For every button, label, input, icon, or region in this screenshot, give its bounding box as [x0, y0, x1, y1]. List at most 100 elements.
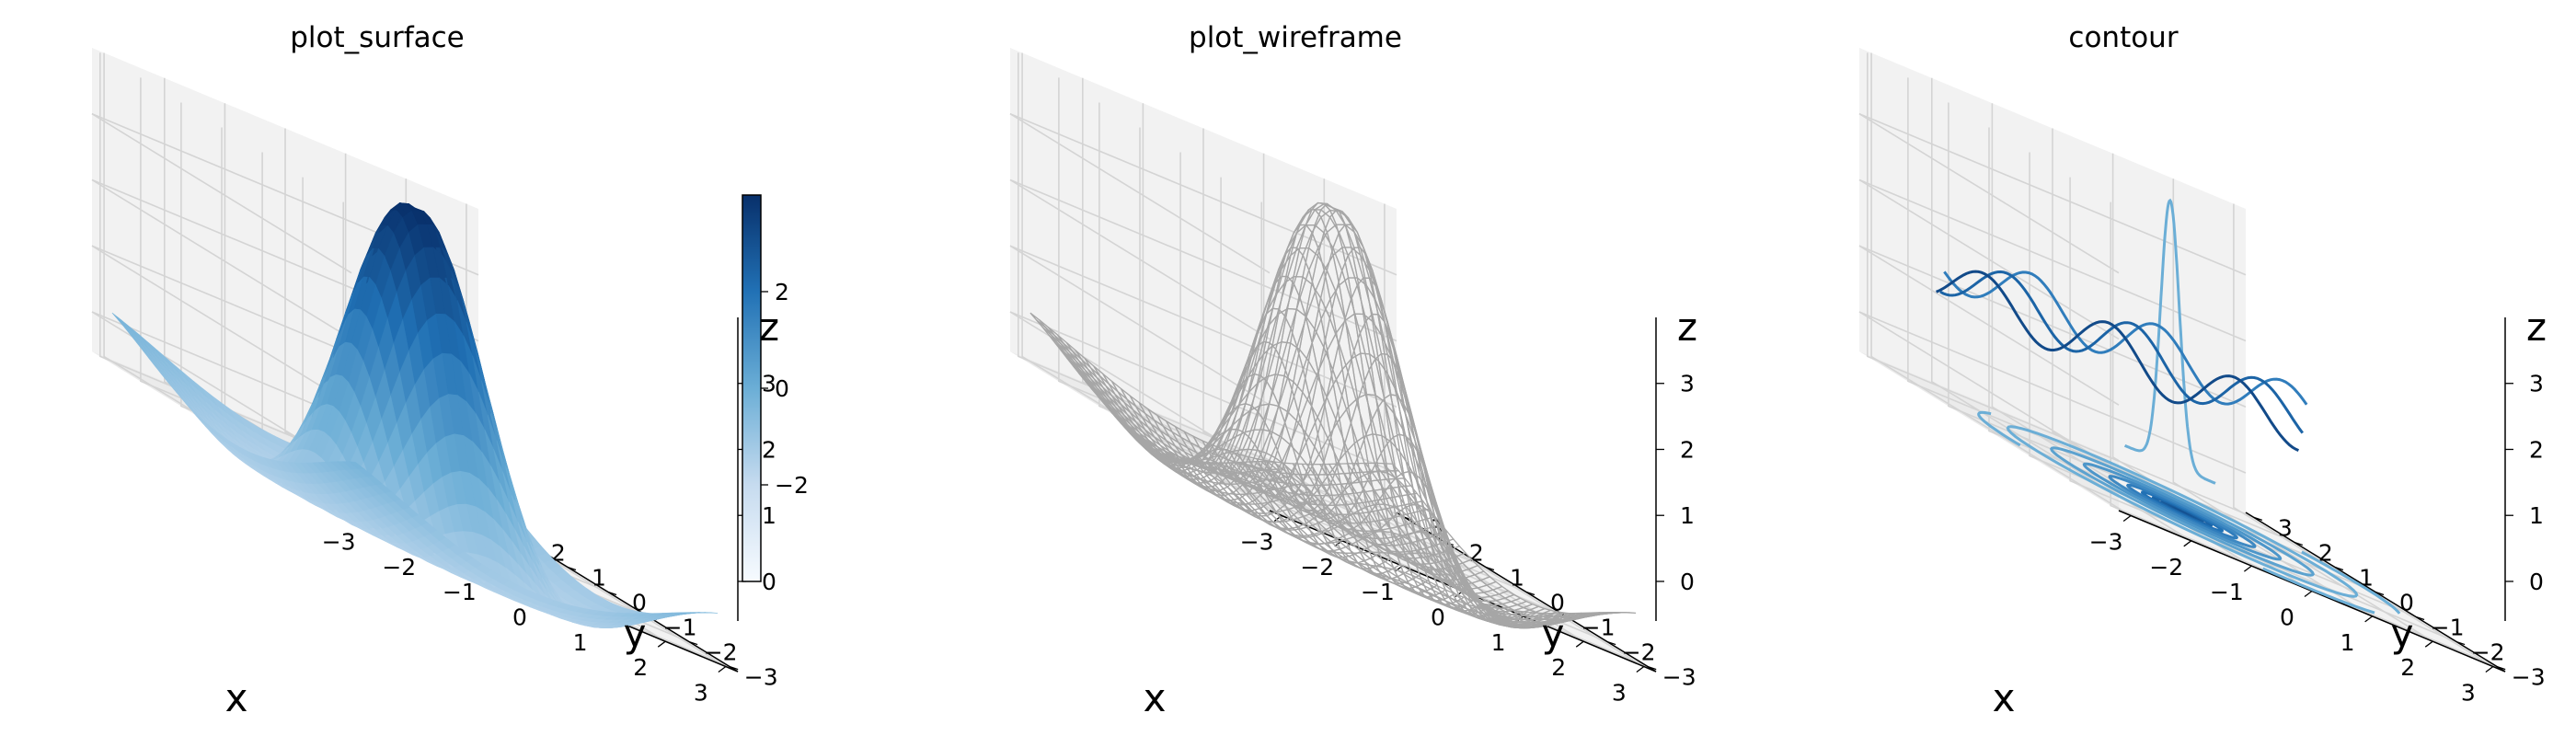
- y-tick-label: 3: [2278, 514, 2293, 541]
- x-tick-label: −1: [2210, 579, 2244, 605]
- z-axis-label: z: [759, 305, 779, 350]
- y-tick-label: −1: [2431, 615, 2465, 641]
- grid-line: [1858, 112, 2247, 276]
- x-tick-label: −1: [1361, 579, 1395, 605]
- floor-contour: [2006, 425, 2359, 598]
- y-tick: [1647, 665, 1657, 671]
- floor-contour: [1977, 410, 2021, 447]
- x-tick-label: −3: [1240, 528, 1274, 555]
- floor-contour: [2049, 446, 2316, 577]
- y-tick-label: −1: [1581, 615, 1616, 641]
- surface-facet: [702, 612, 719, 614]
- z-tick-label: 0: [1680, 569, 1695, 595]
- y-tick-label: 2: [2318, 539, 2333, 566]
- panel-title: plot_surface: [290, 21, 464, 54]
- x-tick-label: −2: [2149, 554, 2183, 581]
- y-tick-label: −3: [2512, 664, 2546, 691]
- floor-contour: [2262, 567, 2375, 615]
- y-tick: [2253, 516, 2263, 522]
- x-tick-label: 3: [694, 680, 708, 707]
- grid-line: [1009, 112, 1397, 276]
- x-tick-label: 0: [2280, 604, 2294, 631]
- y-tick: [729, 665, 739, 671]
- y-tick-label: −3: [1662, 664, 1696, 691]
- floor-contour: [2108, 475, 2257, 548]
- colorbar-tick-label: 0: [775, 375, 789, 402]
- grid-line: [91, 178, 479, 342]
- x-tick-label: −1: [443, 579, 477, 605]
- floor-contour: [2082, 462, 2283, 561]
- y-tick: [688, 640, 698, 646]
- x-tick-label: 2: [1551, 654, 1566, 681]
- side-contour: [2123, 198, 2216, 485]
- y-tick-label: −3: [744, 664, 778, 691]
- x-tick-label: 2: [633, 654, 648, 681]
- x-axis-label: x: [1144, 675, 1167, 720]
- grid-line: [1867, 52, 2255, 519]
- y-tick: [1485, 566, 1495, 571]
- x-tick: [2364, 615, 2374, 623]
- x-tick-label: −3: [322, 528, 356, 555]
- x-tick: [2243, 565, 2252, 572]
- grid-line: [2172, 178, 2433, 642]
- y-axis-label: y: [2391, 611, 2414, 656]
- x-tick-label: −3: [2089, 528, 2123, 555]
- y-tick-label: −2: [704, 639, 738, 666]
- wireframe-mesh: [1029, 201, 1637, 629]
- y-tick: [1525, 591, 1535, 596]
- z-tick-label: 2: [1680, 436, 1695, 463]
- grid-line: [1009, 311, 1397, 474]
- x-tick-label: −2: [1300, 554, 1334, 581]
- x-tick-label: 3: [2461, 680, 2476, 707]
- colorbar-tick-label: −2: [775, 472, 809, 499]
- z-axis-label: z: [2526, 305, 2547, 350]
- y-tick: [607, 591, 617, 596]
- grid-line: [1262, 153, 1524, 617]
- y-tick-label: −2: [2471, 639, 2505, 666]
- y-tick: [2294, 541, 2304, 546]
- grid-line: [2111, 153, 2374, 617]
- grid-line: [1858, 245, 2247, 408]
- y-tick-label: 1: [2359, 564, 2374, 591]
- x-tick-label: −2: [382, 554, 416, 581]
- grid-line: [1858, 178, 2247, 342]
- y-tick-label: 2: [1469, 539, 1484, 566]
- x-tick: [2304, 590, 2313, 598]
- y-tick: [2375, 591, 2385, 596]
- z-tick-label: 1: [1680, 502, 1695, 529]
- wireframe-panel: plot_wireframe −3−2−10123−3−2−101230123 …: [1009, 21, 1697, 720]
- contour-lines: [1936, 198, 2401, 615]
- x-tick: [657, 640, 666, 648]
- x-axis-label: x: [1993, 675, 2016, 720]
- y-tick: [2455, 640, 2466, 646]
- grid-line: [91, 112, 479, 276]
- x-tick: [1575, 640, 1584, 648]
- x-tick-label: 0: [512, 604, 527, 631]
- side-contour: [1936, 270, 2300, 452]
- z-tick-label: 2: [2529, 436, 2544, 463]
- z-tick-label: 3: [762, 371, 776, 397]
- z-tick-label: 1: [762, 502, 776, 529]
- panel-title: plot_wireframe: [1189, 21, 1402, 54]
- x-tick: [1636, 666, 1645, 673]
- y-tick-label: −1: [663, 615, 697, 641]
- y-tick: [2496, 665, 2506, 671]
- z-tick-label: 1: [2529, 502, 2544, 529]
- y-tick-label: 0: [2399, 590, 2414, 616]
- panel-title: contour: [2068, 21, 2178, 54]
- x-tick-label: 3: [1612, 680, 1627, 707]
- x-tick-label: 1: [1491, 629, 1506, 656]
- y-tick-label: 0: [632, 590, 647, 616]
- surface-mesh: [111, 202, 719, 629]
- y-tick-label: 2: [551, 539, 566, 566]
- x-tick-label: 0: [1431, 604, 1445, 631]
- y-tick: [2415, 615, 2425, 621]
- z-axis-label: z: [1677, 305, 1697, 350]
- x-tick-label: 1: [2340, 629, 2355, 656]
- floor-contour: [2125, 483, 2239, 540]
- z-tick-label: 3: [1680, 371, 1695, 397]
- x-tick: [2183, 540, 2192, 547]
